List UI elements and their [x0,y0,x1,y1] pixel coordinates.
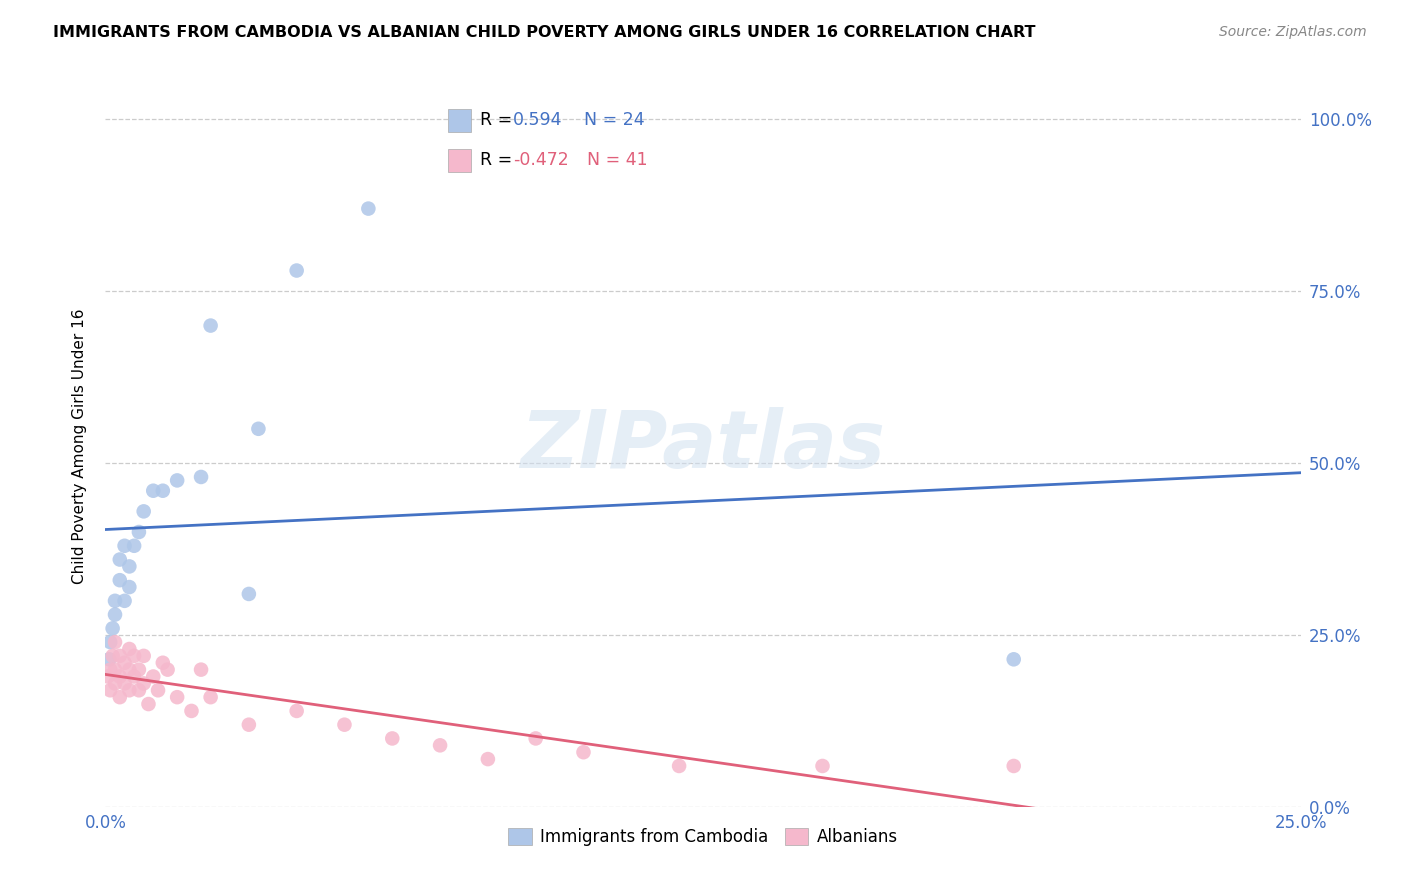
Point [101,648,124,663]
Text: Source: ZipAtlas.com: Source: ZipAtlas.com [1219,25,1367,39]
Point [1002,652,1025,666]
Legend: Immigrants from Cambodia, Albanians: Immigrants from Cambodia, Albanians [502,822,904,853]
Point [118,663,141,677]
Point [118,642,141,657]
Point [122,539,145,553]
Point [114,594,136,608]
Point [524,731,547,746]
Point [381,731,404,746]
Point [142,483,165,498]
Point [238,717,260,731]
Point [146,683,169,698]
Point [108,669,131,683]
Point [122,648,145,663]
Point [1002,759,1025,773]
Point [180,704,202,718]
Point [122,669,145,683]
Point [108,552,131,566]
Point [152,656,174,670]
Point [200,690,222,705]
Point [132,648,155,663]
Point [114,656,136,670]
Point [247,422,270,436]
Point [108,690,131,705]
Point [104,594,127,608]
Point [128,663,150,677]
Point [98,652,121,666]
Point [132,676,155,690]
Point [118,683,141,698]
Point [200,318,222,333]
Point [138,697,160,711]
Point [98,635,121,649]
Point [811,759,834,773]
Point [572,745,595,759]
Point [104,635,127,649]
Point [190,470,212,484]
Text: IMMIGRANTS FROM CAMBODIA VS ALBANIAN CHILD POVERTY AMONG GIRLS UNDER 16 CORRELAT: IMMIGRANTS FROM CAMBODIA VS ALBANIAN CHI… [53,25,1036,40]
Point [156,663,179,677]
Point [166,474,188,488]
Point [333,717,356,731]
Point [152,483,174,498]
Point [98,683,121,698]
Point [104,676,127,690]
Point [118,559,141,574]
Point [108,648,131,663]
Point [97,669,120,683]
Point [118,580,141,594]
Point [285,263,308,277]
Point [128,683,150,698]
Point [142,669,165,683]
Point [190,663,212,677]
Point [114,676,136,690]
Point [98,663,121,677]
Point [104,663,127,677]
Y-axis label: Child Poverty Among Girls Under 16: Child Poverty Among Girls Under 16 [72,309,87,583]
Point [101,621,124,635]
Point [285,704,308,718]
Point [477,752,499,766]
Point [108,573,131,587]
Point [128,524,150,539]
Point [104,607,127,622]
Point [429,739,451,753]
Text: ZIPatlas: ZIPatlas [520,407,886,485]
Point [132,504,155,518]
Point [668,759,690,773]
Point [238,587,260,601]
Point [166,690,188,705]
Point [357,202,380,216]
Point [114,539,136,553]
